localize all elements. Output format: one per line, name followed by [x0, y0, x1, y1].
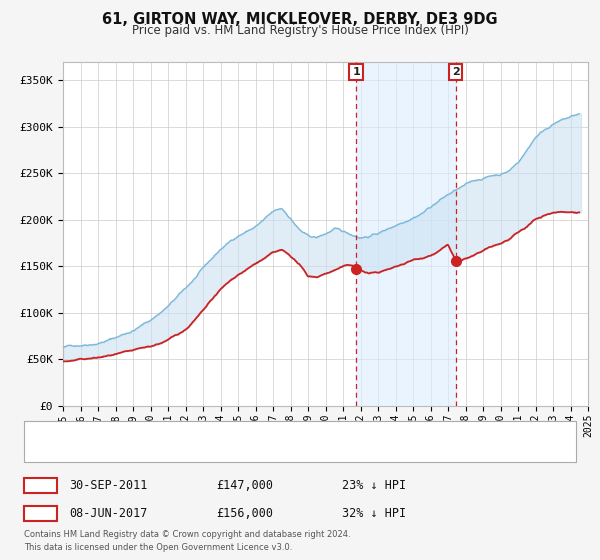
- Text: 08-JUN-2017: 08-JUN-2017: [69, 507, 148, 520]
- Text: 61, GIRTON WAY, MICKLEOVER, DERBY, DE3 9DG (detached house): 61, GIRTON WAY, MICKLEOVER, DERBY, DE3 9…: [69, 428, 418, 437]
- Bar: [356, 62, 456, 406]
- Text: Contains HM Land Registry data © Crown copyright and database right 2024.: Contains HM Land Registry data © Crown c…: [24, 530, 350, 539]
- Text: £156,000: £156,000: [216, 507, 273, 520]
- Text: This data is licensed under the Open Government Licence v3.0.: This data is licensed under the Open Gov…: [24, 543, 292, 552]
- Text: £147,000: £147,000: [216, 479, 273, 492]
- Text: 30-SEP-2011: 30-SEP-2011: [69, 479, 148, 492]
- Text: ——: ——: [36, 426, 61, 439]
- Text: 2: 2: [36, 507, 44, 520]
- Text: 23% ↓ HPI: 23% ↓ HPI: [342, 479, 406, 492]
- Text: 32% ↓ HPI: 32% ↓ HPI: [342, 507, 406, 520]
- Text: Price paid vs. HM Land Registry's House Price Index (HPI): Price paid vs. HM Land Registry's House …: [131, 24, 469, 36]
- Text: ——: ——: [36, 445, 61, 458]
- Text: 1: 1: [352, 67, 360, 77]
- Text: 2: 2: [452, 67, 460, 77]
- Text: 61, GIRTON WAY, MICKLEOVER, DERBY, DE3 9DG: 61, GIRTON WAY, MICKLEOVER, DERBY, DE3 9…: [102, 12, 498, 27]
- Text: HPI: Average price, detached house, City of Derby: HPI: Average price, detached house, City…: [69, 447, 331, 457]
- Text: 1: 1: [36, 479, 44, 492]
